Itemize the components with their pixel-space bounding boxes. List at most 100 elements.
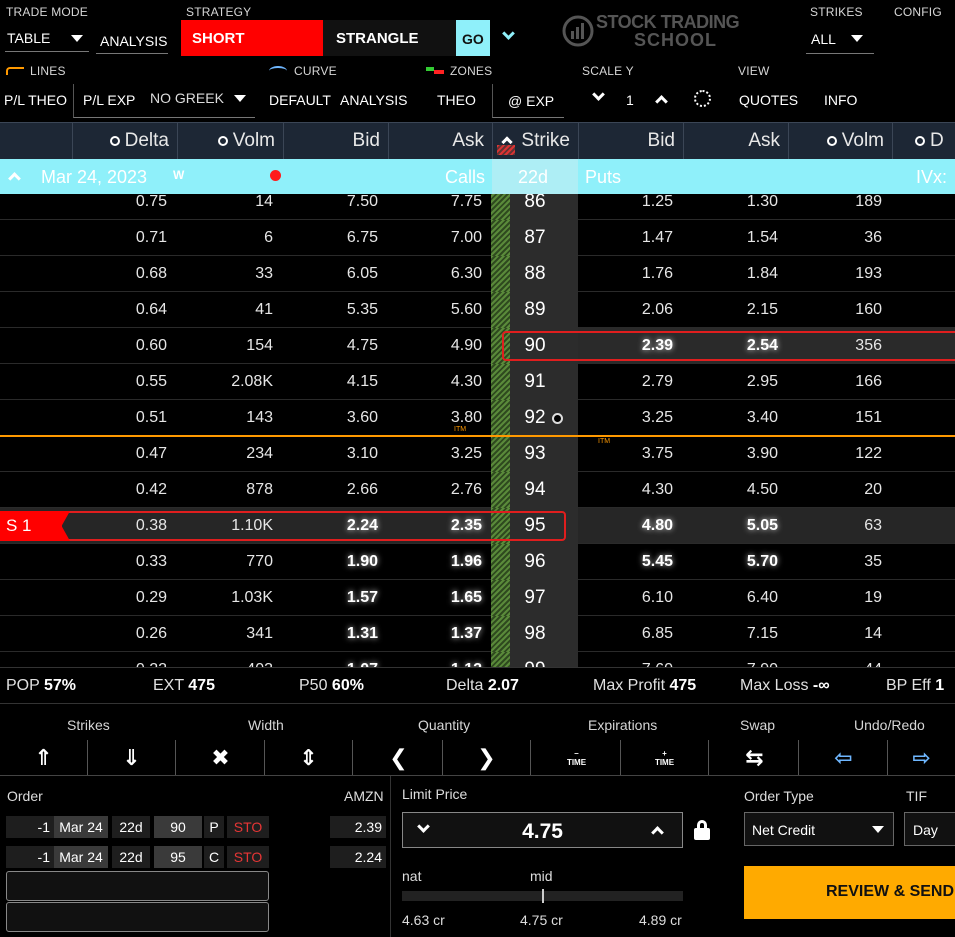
order-type-dropdown[interactable]: Net Credit xyxy=(744,812,894,846)
cell-pask[interactable]: 2.15 xyxy=(746,301,778,318)
cell-ask[interactable]: 4.90 xyxy=(450,337,482,354)
cell-ask[interactable]: 5.60 xyxy=(450,301,482,318)
cell-bid[interactable]: 5.35 xyxy=(346,301,378,318)
cell-pask[interactable]: 5.05 xyxy=(746,517,778,534)
cell-bid[interactable]: 2.24 xyxy=(346,517,378,534)
table-row[interactable]: 0.22 403 1.07 1.12 7.60 7.90 44 99 xyxy=(0,652,955,667)
pl-exp-button[interactable]: P/L EXP NO GREEK xyxy=(73,84,255,118)
cell-bid[interactable]: 1.90 xyxy=(346,553,378,570)
cell-pbid[interactable]: 6.10 xyxy=(641,589,673,606)
col-put-bid[interactable]: Bid xyxy=(578,123,683,159)
reset-icon[interactable] xyxy=(694,90,711,107)
cell-ask[interactable]: 1.65 xyxy=(450,589,482,606)
cell-bid[interactable]: 1.57 xyxy=(346,589,378,606)
table-row[interactable]: 0.26 341 1.31 1.37 6.85 7.15 14 98 xyxy=(0,616,955,652)
cell-ask[interactable]: 2.35 xyxy=(450,517,482,534)
strike-cell[interactable]: 97 xyxy=(510,580,578,616)
cell-pask[interactable]: 3.40 xyxy=(746,409,778,426)
table-row[interactable]: 0.55 2.08K 4.15 4.30 2.79 2.95 166 91 xyxy=(0,364,955,400)
cell-ask[interactable]: 7.75 xyxy=(450,194,482,210)
leg-strike[interactable]: 90 xyxy=(154,816,202,838)
leg-quantity[interactable]: -1 xyxy=(6,816,54,838)
cell-pbid[interactable]: 4.30 xyxy=(641,481,673,498)
cell-pbid[interactable]: 6.85 xyxy=(641,625,673,642)
analysis-button[interactable]: ANALYSIS xyxy=(96,26,168,54)
table-row[interactable]: 0.38 1.10K 2.24 2.35 4.80 5.05 63 95 S 1 xyxy=(0,508,955,544)
cell-pbid[interactable]: 1.76 xyxy=(641,265,673,282)
lines-label[interactable]: LINES xyxy=(30,64,66,78)
cell-bid[interactable]: 7.50 xyxy=(346,194,378,210)
cell-pask[interactable]: 7.15 xyxy=(746,625,778,642)
redo-button[interactable]: ⇨ xyxy=(888,740,955,776)
leg-action[interactable]: STO xyxy=(227,816,269,838)
cell-pbid[interactable]: 2.79 xyxy=(641,373,673,390)
curve-label[interactable]: CURVE xyxy=(294,64,337,78)
trade-mode-dropdown[interactable]: TABLE xyxy=(5,26,89,52)
leg-action[interactable]: STO xyxy=(227,846,269,868)
cell-pask[interactable]: 1.30 xyxy=(746,194,778,210)
tif-dropdown[interactable]: Day xyxy=(904,812,955,846)
cell-pbid[interactable]: 3.25 xyxy=(641,409,673,426)
collapse-icon[interactable] xyxy=(8,172,21,185)
zones-label[interactable]: ZONES xyxy=(450,64,493,78)
table-row[interactable]: 0.75 14 7.50 7.75 1.25 1.30 189 86 xyxy=(0,194,955,220)
table-row[interactable]: 0.64 41 5.35 5.60 2.06 2.15 160 89 xyxy=(0,292,955,328)
leg-marker[interactable]: S 1 xyxy=(0,511,70,541)
cell-bid[interactable]: 3.10 xyxy=(346,445,378,462)
theo-button[interactable]: THEO xyxy=(437,92,476,108)
col-put-ask[interactable]: Ask xyxy=(683,123,788,159)
cell-pask[interactable]: 7.90 xyxy=(683,652,778,667)
at-exp-button[interactable]: @ EXP xyxy=(492,84,564,118)
chevron-down-icon[interactable] xyxy=(502,27,515,40)
cell-ask[interactable]: 1.96 xyxy=(450,553,482,570)
cell-pbid[interactable]: 3.75 xyxy=(641,445,673,462)
cell-ask[interactable]: 1.12 xyxy=(388,652,482,667)
expiration-bar[interactable]: Mar 24, 2023 W Calls 22d Puts IVx: xyxy=(0,159,955,194)
cell-pask[interactable]: 3.90 xyxy=(746,445,778,462)
strike-cell[interactable]: 88 xyxy=(510,256,578,292)
undo-button[interactable]: ⇦ xyxy=(800,740,888,776)
price-slider[interactable] xyxy=(402,889,683,903)
table-row[interactable]: 0.60 154 4.75 4.90 2.39 2.54 356 90 xyxy=(0,328,955,364)
leg-type[interactable]: C xyxy=(204,846,224,868)
table-row[interactable]: 0.71 6 6.75 7.00 1.47 1.54 36 87 xyxy=(0,220,955,256)
col-put-delta[interactable]: D xyxy=(892,123,955,159)
table-row[interactable]: 0.68 33 6.05 6.30 1.76 1.84 193 88 xyxy=(0,256,955,292)
cell-bid[interactable]: 1.07 xyxy=(283,652,378,667)
strike-cell[interactable]: 94 xyxy=(510,472,578,508)
strikes-up-button[interactable]: ⇑ xyxy=(0,740,88,776)
cell-pask[interactable]: 4.50 xyxy=(746,481,778,498)
strategy-type-button[interactable]: STRANGLE xyxy=(323,20,456,56)
table-row[interactable]: 0.33 770 1.90 1.96 5.45 5.70 35 96 xyxy=(0,544,955,580)
table-row[interactable]: 0.47 234 3.10 3.25 3.75 3.90 122 93 xyxy=(0,436,955,472)
col-put-volm[interactable]: Volm xyxy=(788,123,892,159)
cell-bid[interactable]: 6.75 xyxy=(346,229,378,246)
cell-ask[interactable]: 4.30 xyxy=(450,373,482,390)
go-button[interactable]: GO xyxy=(456,20,490,56)
col-bid[interactable]: Bid xyxy=(283,123,388,159)
strike-cell[interactable]: 98 xyxy=(510,616,578,652)
col-delta[interactable]: Delta xyxy=(72,123,177,159)
table-row[interactable]: 0.51 143 3.60 3.80 3.25 3.40 151 92 ITM xyxy=(0,400,955,436)
cell-pbid[interactable]: 1.25 xyxy=(641,194,673,210)
time-plus-button[interactable]: + TIME xyxy=(621,740,709,776)
leg-expiry[interactable]: Mar 24 xyxy=(54,816,108,838)
cell-ask[interactable]: 6.30 xyxy=(450,265,482,282)
cell-pask[interactable]: 5.70 xyxy=(746,553,778,570)
scale-up-icon[interactable] xyxy=(655,95,668,108)
cell-ask[interactable]: 7.00 xyxy=(450,229,482,246)
leg-quantity[interactable]: -1 xyxy=(6,846,54,868)
no-greek-label[interactable]: NO GREEK xyxy=(150,90,224,106)
lock-icon[interactable] xyxy=(694,820,710,840)
strike-cell[interactable]: 91 xyxy=(510,364,578,400)
cell-pbid[interactable]: 2.06 xyxy=(641,301,673,318)
slider-handle[interactable] xyxy=(542,889,544,903)
strike-cell[interactable]: 99 xyxy=(510,652,578,667)
empty-leg-slot[interactable] xyxy=(6,902,269,932)
analysis-view-button[interactable]: ANALYSIS xyxy=(340,92,408,108)
config-button[interactable]: CONFIG xyxy=(894,5,942,19)
review-send-button[interactable]: REVIEW & SEND xyxy=(744,866,955,919)
strike-cell[interactable]: 86 xyxy=(510,194,578,220)
table-row[interactable]: 0.29 1.03K 1.57 1.65 6.10 6.40 19 97 xyxy=(0,580,955,616)
cell-ask[interactable]: 1.37 xyxy=(450,625,482,642)
